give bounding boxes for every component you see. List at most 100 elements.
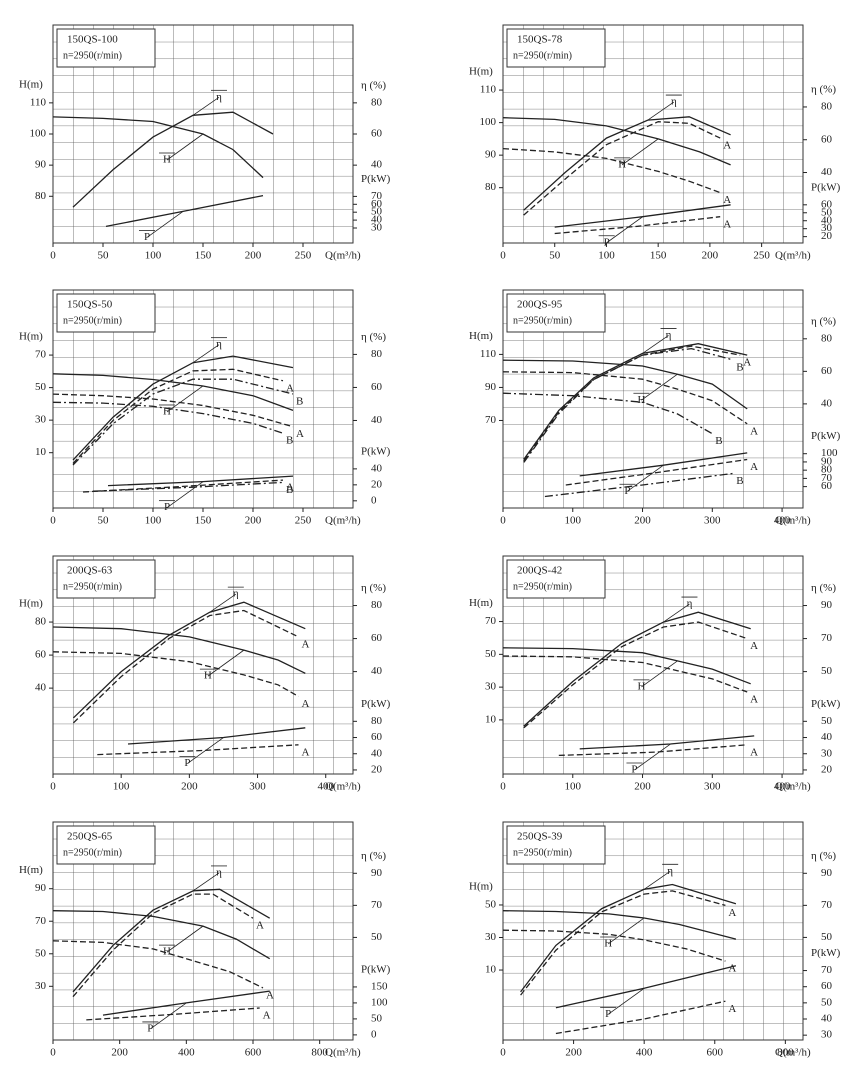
power-tick-label: 60	[371, 731, 383, 743]
eta-tick-label: 80	[371, 96, 383, 108]
x-tick-label: 300	[704, 515, 721, 527]
curve	[554, 204, 731, 228]
x-tick-label: 100	[565, 515, 582, 527]
power-tick-label: 90	[821, 455, 833, 467]
curve-label: A	[750, 746, 758, 758]
curve-label: B	[296, 396, 303, 408]
leader-line	[166, 481, 204, 508]
power-axis-label: P(kW)	[811, 698, 841, 710]
x-tick-label: 400	[636, 1047, 653, 1059]
y-tick-label: 70	[485, 615, 497, 627]
curve-label: A	[301, 698, 309, 710]
curve	[52, 626, 306, 674]
leader-line	[642, 335, 669, 354]
curve	[73, 601, 306, 719]
y-tick-label: 100	[480, 116, 497, 128]
curve	[52, 373, 294, 412]
eta-tick-label: 60	[821, 365, 833, 377]
y-tick-label: 70	[35, 915, 47, 927]
curve	[555, 1000, 726, 1035]
curve-label: η	[671, 96, 677, 108]
curve	[520, 883, 737, 993]
power-tick-label: 50	[371, 206, 383, 218]
x-tick-label: 400	[178, 1047, 195, 1059]
y-axis-label: H(m)	[469, 881, 493, 893]
chart-subtitle: n=2950(r/min)	[513, 50, 572, 61]
y-tick-label: 100	[30, 128, 47, 140]
leader-line	[643, 870, 671, 890]
leader-line	[192, 872, 220, 892]
curve-label: A	[723, 194, 731, 206]
chart-subtitle: n=2950(r/min)	[63, 581, 122, 592]
x-tick-label: 0	[50, 781, 56, 793]
curve-label: B	[736, 361, 743, 373]
curve	[502, 392, 713, 435]
y-tick-label: 90	[35, 159, 47, 171]
curve	[107, 475, 294, 487]
leader-line	[166, 925, 204, 953]
x-tick-label: 100	[598, 250, 615, 262]
chart-subtitle: n=2950(r/min)	[513, 581, 572, 592]
curve	[523, 343, 748, 460]
curve-label: P	[604, 236, 610, 248]
curve-label: B	[286, 484, 293, 496]
leader-line	[166, 133, 204, 161]
power-tick-label: 70	[821, 964, 833, 976]
y-tick-label: 60	[35, 649, 47, 661]
chart-title: 150QS-50	[67, 299, 113, 311]
power-tick-label: 40	[821, 1013, 833, 1025]
power-tick-label: 40	[371, 747, 383, 759]
eta-tick-label: 80	[821, 100, 833, 112]
x-tick-label: 800	[777, 1047, 794, 1059]
x-tick-label: 0	[500, 1047, 506, 1059]
eta-axis-label: η (%)	[811, 582, 836, 594]
title-box	[506, 28, 606, 68]
eta-axis-label: η (%)	[811, 83, 836, 95]
x-tick-label: 300	[249, 781, 266, 793]
curve	[523, 621, 748, 729]
curve	[82, 479, 284, 493]
curve	[86, 1007, 260, 1021]
x-tick-label: 0	[500, 250, 506, 262]
title-box	[56, 28, 156, 68]
curve	[523, 347, 734, 463]
eta-tick-label: 80	[371, 599, 383, 611]
chart-title: 150QS-100	[67, 34, 118, 46]
power-axis-label: P(kW)	[811, 181, 841, 193]
y-tick-label: 70	[485, 414, 497, 426]
curve-label: A	[728, 963, 736, 975]
power-axis-label: P(kW)	[811, 947, 841, 959]
power-tick-label: 40	[821, 214, 833, 226]
eta-tick-label: 40	[371, 159, 383, 171]
y-tick-label: 10	[485, 713, 497, 725]
power-tick-label: 100	[821, 447, 838, 459]
power-axis-label: P(kW)	[361, 698, 391, 710]
curve	[72, 368, 284, 464]
x-tick-label: 100	[145, 250, 162, 262]
curve-label: A	[286, 482, 294, 494]
x-tick-label: 150	[195, 250, 212, 262]
x-axis-label: Q(m³/h)	[325, 781, 361, 793]
x-tick-label: 0	[500, 781, 506, 793]
leader-line	[627, 464, 664, 492]
y-axis-label: H(m)	[469, 597, 493, 609]
leader-line	[146, 211, 184, 238]
curve-label: A	[723, 218, 731, 230]
y-tick-label: 90	[35, 882, 47, 894]
y-tick-label: 30	[35, 414, 47, 426]
eta-axis-label: η (%)	[361, 850, 386, 862]
eta-tick-label: 60	[821, 133, 833, 145]
curve-label: A	[296, 428, 304, 440]
curve-label: P	[184, 757, 190, 769]
curve	[523, 345, 741, 462]
curve-label: H	[163, 154, 171, 166]
leader-line	[647, 101, 675, 121]
y-tick-label: 110	[480, 348, 497, 360]
curve-label: A	[266, 989, 274, 1001]
curve	[72, 378, 294, 466]
x-tick-label: 300	[704, 781, 721, 793]
power-axis-label: P(kW)	[811, 430, 841, 442]
curve-label: A	[750, 425, 758, 437]
curve-label: A	[286, 382, 294, 394]
power-tick-label: 30	[821, 747, 833, 759]
